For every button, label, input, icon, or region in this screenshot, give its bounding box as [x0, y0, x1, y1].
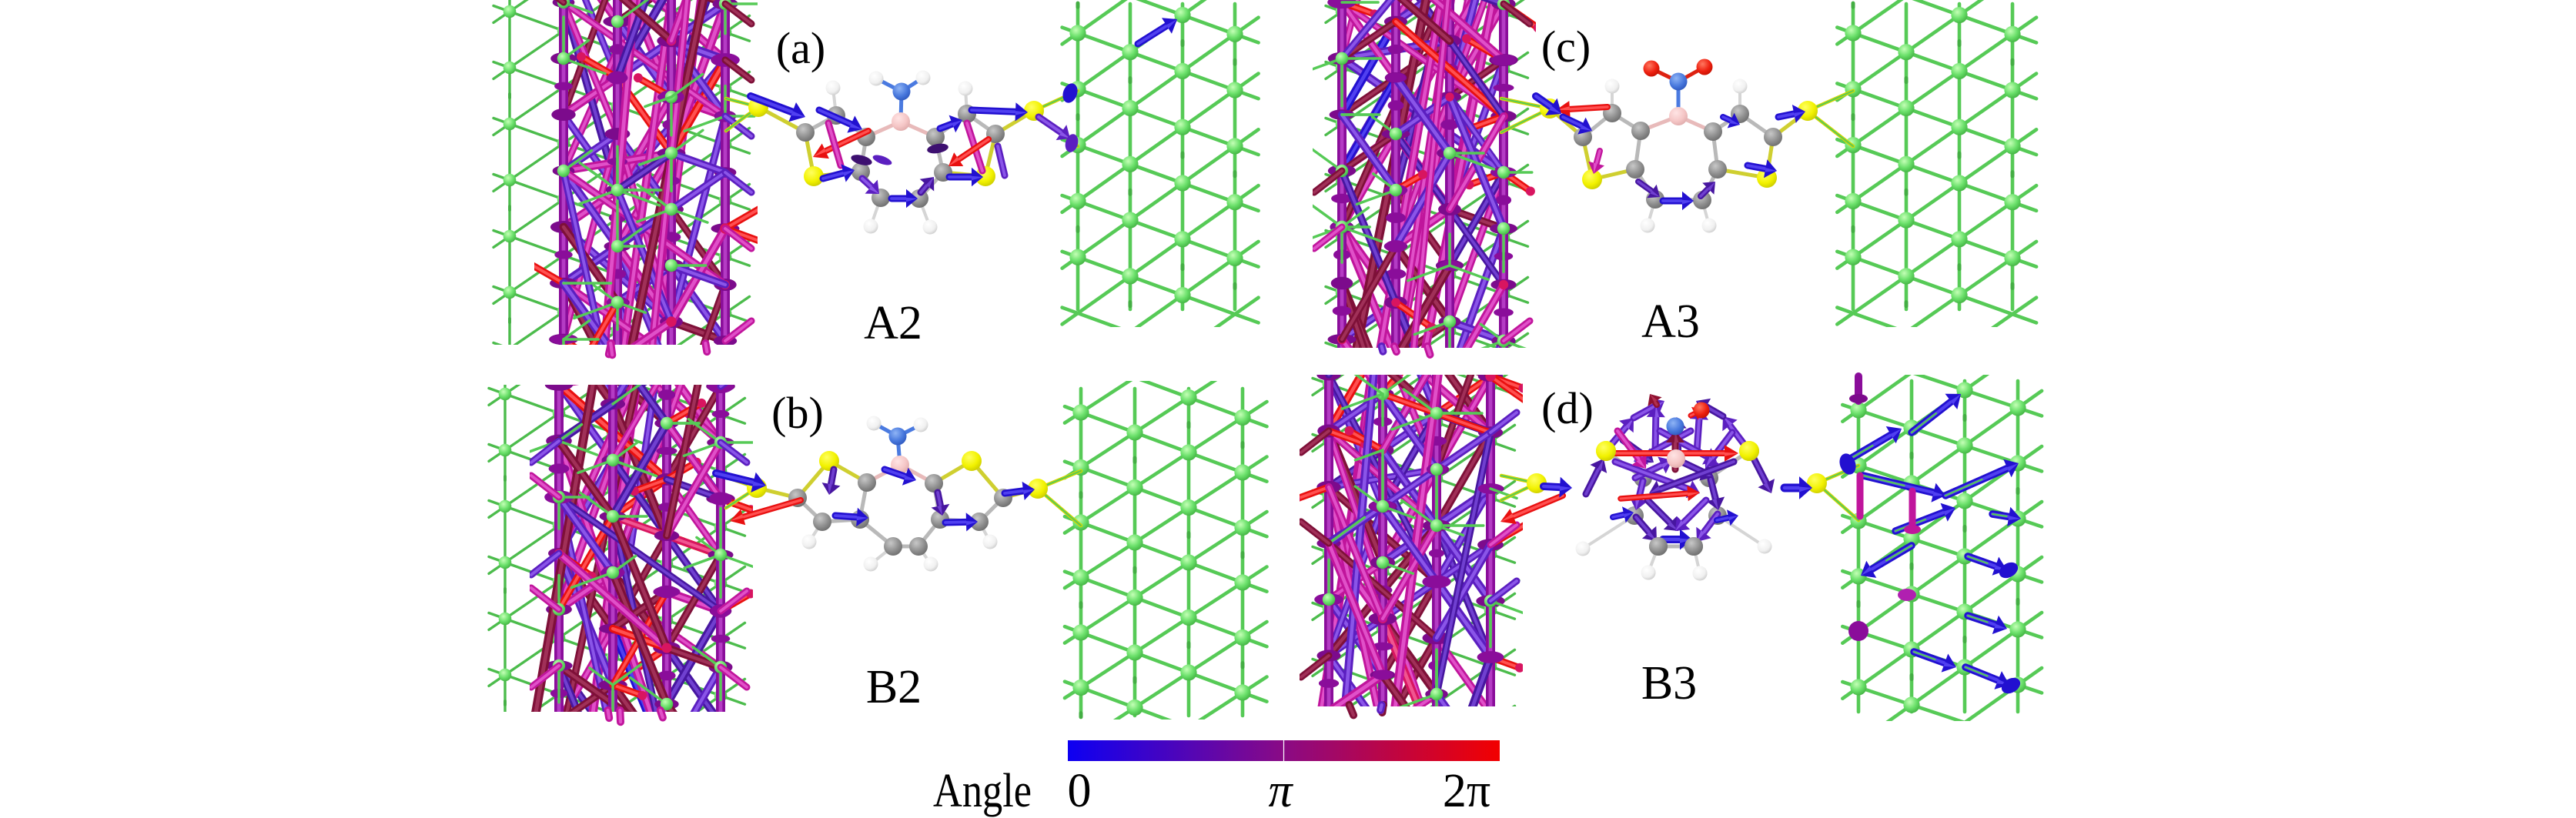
- svg-text:(a): (a): [776, 23, 825, 73]
- svg-text:(c): (c): [1541, 22, 1591, 72]
- svg-text:B2: B2: [866, 661, 922, 713]
- svg-text:(b): (b): [771, 388, 824, 438]
- svg-text:Angle: Angle: [933, 765, 1032, 817]
- svg-text:(d): (d): [1541, 383, 1594, 433]
- svg-text:π: π: [1268, 765, 1293, 817]
- svg-text:B3: B3: [1641, 657, 1697, 709]
- svg-text:A2: A2: [864, 297, 922, 349]
- svg-text:2π: 2π: [1443, 765, 1490, 817]
- svg-text:A3: A3: [1641, 295, 1700, 348]
- svg-text:0: 0: [1068, 765, 1092, 817]
